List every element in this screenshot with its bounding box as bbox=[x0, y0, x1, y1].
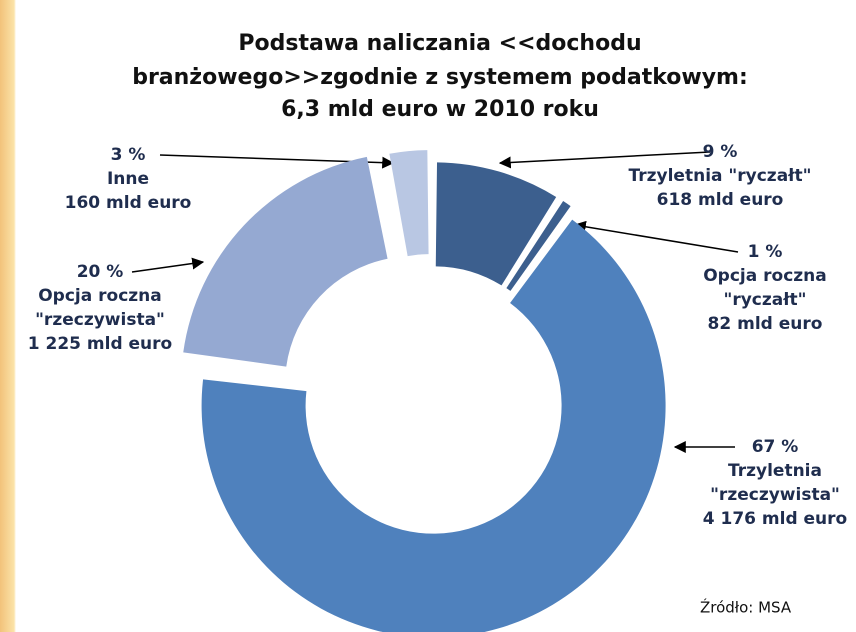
amount-label: 618 mld euro bbox=[657, 190, 784, 210]
category-label: Trzyletnia bbox=[728, 461, 822, 481]
arrow bbox=[573, 220, 739, 253]
amount-label: 1 225 mld euro bbox=[28, 334, 172, 354]
category-label: "rzeczywista" bbox=[710, 485, 840, 505]
category-label: Opcja roczna bbox=[38, 286, 162, 306]
title-line: Podstawa naliczania <<dochodu bbox=[238, 31, 641, 56]
title-line: branżowego>>zgodnie z systemem podatkowy… bbox=[132, 65, 748, 90]
donut-slice bbox=[389, 150, 429, 257]
amount-label: 160 mld euro bbox=[65, 193, 192, 213]
category-label: Inne bbox=[107, 169, 149, 189]
category-label: Trzyletnia "ryczałt" bbox=[629, 166, 812, 186]
donut-slice bbox=[435, 162, 557, 286]
donut-slice bbox=[183, 156, 388, 367]
value-label: 20 % bbox=[77, 262, 124, 282]
donut-slice bbox=[506, 201, 571, 291]
donut-slice bbox=[201, 219, 666, 632]
category-label: Opcja roczna bbox=[703, 266, 827, 286]
value-label: 3 % bbox=[111, 145, 146, 165]
amount-label: 4 176 mld euro bbox=[703, 509, 847, 529]
value-label: 67 % bbox=[752, 437, 799, 457]
source: Źródło: MSA bbox=[700, 598, 792, 617]
arrow bbox=[498, 151, 711, 169]
value-label: 1 % bbox=[748, 242, 783, 262]
arrow bbox=[131, 257, 205, 273]
category-label: "ryczałt" bbox=[723, 290, 806, 310]
amount-label: 82 mld euro bbox=[708, 314, 823, 334]
title-line: 6,3 mld euro w 2010 roku bbox=[281, 97, 599, 122]
category-label: "rzeczywista" bbox=[35, 310, 165, 330]
value-label: 9 % bbox=[703, 142, 738, 162]
